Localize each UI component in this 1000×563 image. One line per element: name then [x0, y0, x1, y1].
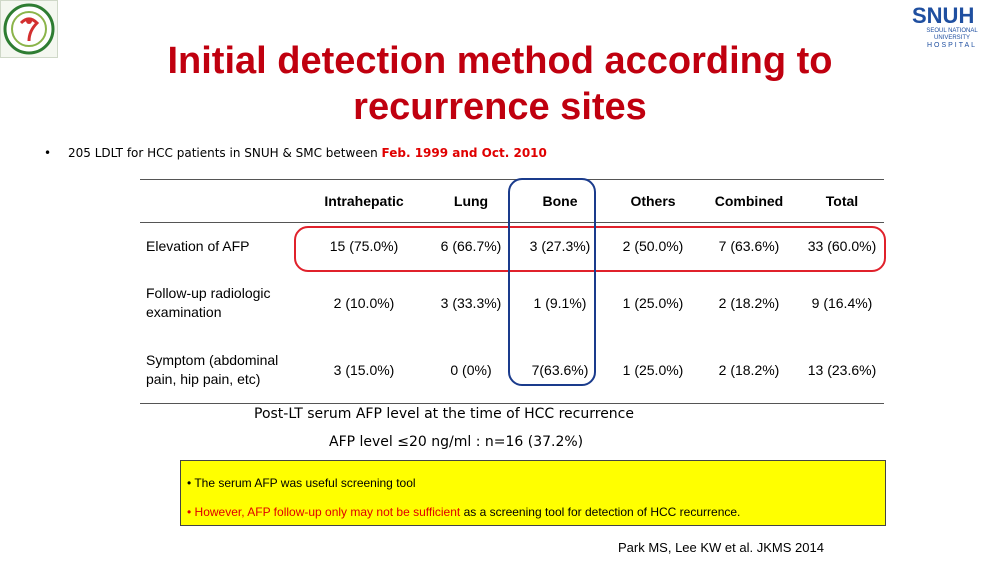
snuh-logo: SNUH SEOUL NATIONAL UNIVERSITY HOSPITAL [912, 3, 998, 50]
header-others: Others [608, 179, 698, 223]
bullet-marker: • [44, 146, 52, 160]
header-lung: Lung [430, 179, 512, 223]
table-cell: 2 (18.2%) [698, 337, 800, 404]
afp-row-highlight [294, 226, 886, 272]
hospital-emblem-icon [0, 0, 58, 58]
bullet-highlight: Feb. 1999 and Oct. 2010 [381, 146, 547, 160]
table-cell: 2 (18.2%) [718, 295, 780, 311]
snuh-logo-mark: SNUH [912, 3, 975, 28]
snuh-logo-hospital: HOSPITAL [926, 42, 978, 49]
study-bullet: • 205 LDLT for HCC patients in SNUH & SMC… [44, 146, 547, 160]
table-cell: 2 (10.0%) [333, 295, 395, 311]
afp-note-value: AFP level ≤20 ng/ml : n=16 (37.2%) [329, 434, 584, 450]
header-total: Total [800, 179, 884, 223]
table-row: Follow-up radiologic examination 2 (10.0… [140, 269, 884, 337]
table-cell: 15 (75.0%) [329, 238, 399, 254]
table-cell: 6 (66.7%) [440, 238, 502, 254]
callout-item-2: • However, AFP follow-up only may not be… [187, 505, 740, 519]
bone-column-highlight [508, 178, 596, 386]
table-row: Symptom (abdominal pain, hip pain, etc) … [140, 337, 884, 404]
table-cell: 1 (25.0%) [622, 295, 684, 311]
table-row: Elevation of AFP 15 (75.0%) 6 (66.7%) 3 … [140, 223, 884, 270]
table-cell: 2 (50.0%) [622, 238, 684, 254]
bullet-text: 205 LDLT for HCC patients in SNUH & SMC … [68, 146, 382, 160]
slide-title-line1: Initial detection method according to [167, 40, 833, 82]
table-cell: 33 (60.0%) [807, 238, 877, 254]
header-intrahepatic: Intrahepatic [298, 179, 430, 223]
table-cell: 7 (63.6%) [718, 238, 780, 254]
snuh-logo-subtitle: SEOUL NATIONAL UNIVERSITY [926, 28, 978, 41]
conclusion-callout: • The serum AFP was useful screening too… [180, 460, 886, 526]
citation: Park MS, Lee KW et al. JKMS 2014 [618, 540, 824, 555]
row-label: Follow-up radiologic examination [146, 285, 271, 320]
callout-item-1: • The serum AFP was useful screening too… [187, 476, 416, 490]
table-cell: 3 (33.3%) [440, 295, 502, 311]
table-cell: 3 (27.3%) [529, 238, 591, 254]
recurrence-table: Intrahepatic Lung Bone Others Combined T… [140, 179, 884, 404]
table-cell: 1 (9.1%) [533, 295, 587, 311]
callout-item-2-red: • However, AFP follow-up only may not be… [187, 505, 461, 519]
row-label: Elevation of AFP [146, 237, 250, 254]
table-cell: 7(63.6%) [512, 337, 608, 404]
row-label: Symptom (abdominal pain, hip pain, etc) [140, 337, 298, 404]
callout-item-2-rest: as a screening tool for detection of HCC… [460, 505, 741, 519]
table-cell: 1 (25.0%) [608, 337, 698, 404]
slide-title: Initial detection method according to re… [0, 38, 1000, 130]
header-empty [140, 179, 298, 223]
table-cell: 13 (23.6%) [800, 337, 884, 404]
header-combined: Combined [698, 179, 800, 223]
table-header-row: Intrahepatic Lung Bone Others Combined T… [140, 179, 884, 223]
table-cell: 3 (15.0%) [298, 337, 430, 404]
slide-title-line2: recurrence sites [353, 86, 647, 128]
afp-note-heading: Post-LT serum AFP level at the time of H… [254, 406, 634, 422]
table-cell: 9 (16.4%) [811, 295, 873, 311]
table-cell: 0 (0%) [430, 337, 512, 404]
